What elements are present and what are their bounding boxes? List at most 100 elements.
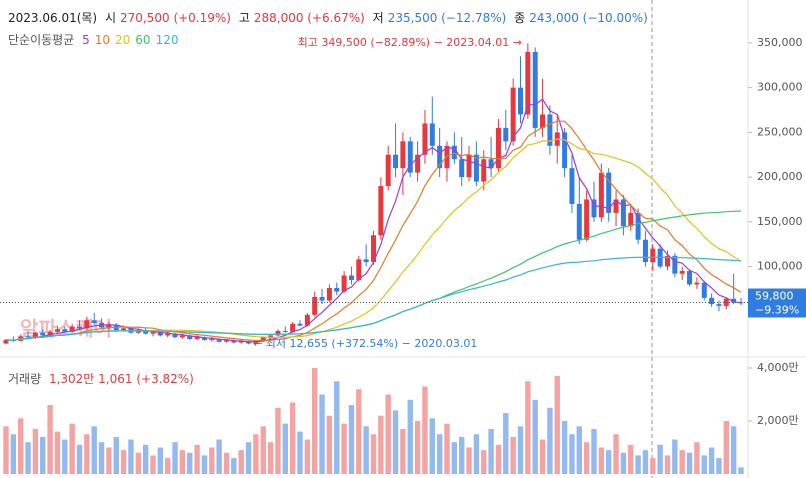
volume-bar	[319, 394, 325, 474]
volume-bar	[54, 431, 61, 474]
candle-body	[40, 332, 46, 336]
label: 저	[372, 11, 384, 25]
candle-body	[562, 132, 568, 169]
volume-bar	[253, 434, 259, 474]
ohlc-header: 2023.06.01(목) 시 270,500 (+0.19%) 고 288,000…	[8, 9, 652, 26]
candle-body	[297, 323, 303, 326]
candle-body	[25, 336, 31, 338]
volume-bar	[473, 434, 480, 474]
volume-bar	[348, 405, 355, 474]
volume-bar	[628, 444, 634, 474]
volume-bar	[436, 434, 443, 474]
y-tick-label: 200,000	[757, 170, 803, 183]
candle-body	[466, 154, 472, 178]
candle-body	[510, 87, 516, 142]
ma-period: 10	[94, 33, 110, 47]
candle-body	[503, 127, 509, 142]
volume-bar	[620, 452, 627, 474]
y-tick-label: 4,000만	[757, 361, 799, 374]
volume-bar	[341, 423, 347, 474]
volume-bar	[459, 436, 465, 474]
candle-body	[547, 114, 553, 146]
candle-body	[613, 199, 619, 213]
volume-bar	[738, 467, 744, 474]
volume-bar	[517, 426, 524, 474]
candle-body	[282, 330, 288, 332]
candle-body	[121, 328, 127, 331]
volume-bar	[297, 431, 303, 474]
label: 고	[238, 11, 250, 25]
candle-body	[165, 333, 171, 336]
candle-body	[606, 172, 612, 213]
candle-body	[459, 159, 465, 178]
candle-body	[437, 145, 443, 169]
label: 종	[514, 11, 526, 25]
volume-bar	[672, 439, 678, 474]
volume-bar	[407, 399, 413, 474]
candle-body	[157, 331, 163, 336]
candle-body	[591, 199, 597, 218]
volume-bar	[150, 455, 156, 474]
candle-body	[518, 87, 523, 115]
candle-body	[290, 323, 296, 332]
candle-body	[194, 337, 200, 340]
volume-bar	[613, 434, 619, 474]
volume-bar	[209, 447, 215, 474]
candle-body	[694, 282, 700, 285]
candle-body	[731, 298, 737, 303]
candle-body	[363, 259, 369, 263]
volume-bar	[701, 455, 707, 474]
volume-bar	[576, 426, 582, 474]
volume-bar	[165, 458, 171, 474]
volume-bar	[525, 381, 531, 474]
volume-bar	[245, 442, 252, 474]
price-tag	[748, 288, 806, 318]
volume-bar	[451, 442, 458, 474]
candle-body	[584, 199, 590, 240]
candle-body	[481, 159, 487, 182]
volume-bar	[539, 439, 546, 474]
volume-bar	[657, 444, 663, 474]
moving-average	[5, 98, 742, 343]
candle-body	[216, 339, 222, 342]
candle-body	[319, 296, 325, 301]
volume-bar	[47, 405, 53, 474]
volume-bar	[179, 450, 186, 474]
date: 2023.06.01(목)	[8, 11, 98, 25]
volume-bar	[135, 452, 141, 474]
volume-bar	[282, 423, 288, 474]
open: 270,500 (+0.19%)	[120, 11, 231, 25]
volume-info: 1,302만 1,061 (+3.82%)	[48, 372, 194, 386]
volume-bar	[694, 442, 700, 474]
volume-bar	[201, 455, 208, 474]
volume-bar	[679, 450, 685, 474]
candle-body	[709, 297, 715, 305]
volume-bar	[385, 394, 391, 474]
candle-body	[716, 304, 722, 306]
candle-body	[598, 172, 604, 218]
candle-body	[569, 168, 575, 204]
volume-bar	[334, 381, 340, 474]
candle-body	[69, 326, 75, 332]
volume-bar	[723, 421, 729, 474]
volume-bar	[466, 447, 472, 474]
candle-body	[628, 212, 634, 227]
volume-bar	[142, 444, 149, 474]
y-tick-label: 300,000	[757, 81, 803, 94]
candle-body	[407, 141, 413, 173]
volume-bar	[25, 442, 31, 474]
volume-bar	[635, 455, 641, 474]
candle-body	[238, 341, 244, 343]
volume-bar	[708, 447, 715, 474]
candle-body	[334, 288, 340, 292]
volume-bar	[503, 413, 509, 474]
volume-bar	[267, 442, 274, 474]
high-annotation: 최고 349,500 (−82.89%) − 2023.04.01 →	[298, 36, 522, 49]
candle-body	[650, 248, 656, 263]
ma-period: 5	[82, 33, 90, 47]
volume-bar	[495, 444, 502, 474]
volume-bar	[120, 450, 127, 474]
volume-bar	[650, 458, 656, 474]
candle-body	[540, 114, 546, 128]
